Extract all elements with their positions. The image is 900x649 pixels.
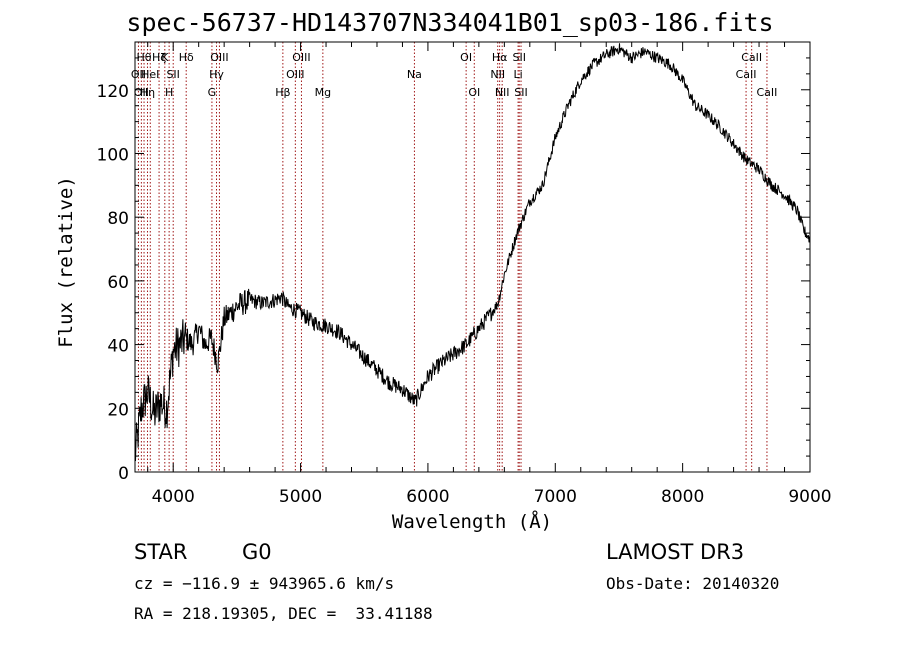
line-label-hθ: Hθ bbox=[137, 51, 152, 64]
flux-line bbox=[134, 43, 811, 462]
line-label-oi: OI bbox=[460, 51, 472, 64]
line-label-sii: SII bbox=[512, 51, 525, 64]
line-label-sii: SII bbox=[514, 86, 527, 99]
line-label-hη: Hη bbox=[140, 86, 155, 99]
y-tick-label: 120 bbox=[97, 82, 129, 102]
x-tick-label: 9000 bbox=[788, 487, 831, 507]
redshift-text: cz = −116.9 ± 943965.6 km/s bbox=[134, 574, 395, 593]
spectral-line-markers bbox=[137, 42, 768, 472]
line-label-g: G bbox=[208, 86, 217, 99]
page-title: spec-56737-HD143707N334041B01_sp03-186.f… bbox=[126, 8, 774, 37]
line-label-hei: HeI bbox=[141, 68, 159, 81]
line-label-hζ: Hζ bbox=[152, 51, 166, 64]
spectral-line-labels: OIIOIIHθHηHeIHζKHSIIHδGHγOIIIHβOIIIOIIIM… bbox=[131, 51, 778, 99]
line-label-na: Na bbox=[407, 68, 422, 81]
object-class: STAR bbox=[134, 540, 188, 564]
flux-series bbox=[134, 43, 811, 462]
line-label-hδ: Hδ bbox=[179, 51, 194, 64]
line-label-oi: OI bbox=[468, 86, 480, 99]
obs-date: Obs-Date: 20140320 bbox=[606, 574, 780, 593]
y-tick-label: 20 bbox=[107, 400, 129, 420]
y-axis-label: Flux (relative) bbox=[55, 176, 77, 348]
x-tick-label: 5000 bbox=[279, 487, 322, 507]
survey-name: LAMOST DR3 bbox=[606, 540, 745, 564]
line-label-oiii: OIII bbox=[286, 68, 304, 81]
y-tick-label: 40 bbox=[107, 337, 129, 357]
line-label-nii: NII bbox=[495, 86, 510, 99]
y-tick-label: 0 bbox=[118, 464, 129, 484]
x-tick-label: 7000 bbox=[534, 487, 577, 507]
x-tick-label: 8000 bbox=[661, 487, 704, 507]
line-label-h: H bbox=[165, 86, 173, 99]
coordinates-text: RA = 218.19305, DEC = 33.41188 bbox=[134, 604, 433, 623]
line-label-oii: OII bbox=[134, 86, 149, 99]
y-tick-label: 80 bbox=[107, 209, 129, 229]
plot-frame bbox=[134, 41, 811, 473]
x-tick-label: 6000 bbox=[406, 487, 449, 507]
line-label-sii: SII bbox=[166, 68, 179, 81]
spectral-subclass: G0 bbox=[242, 540, 272, 564]
x-tick-label: 4000 bbox=[152, 487, 195, 507]
x-axis-label: Wavelength (Å) bbox=[391, 511, 553, 533]
line-label-oiii: OIII bbox=[292, 51, 310, 64]
y-tick-label: 60 bbox=[107, 273, 129, 293]
line-label-k: K bbox=[161, 51, 169, 64]
line-label-nii: NII bbox=[490, 68, 505, 81]
line-label-caii: CaII bbox=[756, 86, 777, 99]
line-label-hγ: Hγ bbox=[209, 68, 224, 81]
line-label-li: Li bbox=[514, 68, 523, 81]
line-label-caii: CaII bbox=[741, 51, 762, 64]
line-label-caii: CaII bbox=[736, 68, 757, 81]
y-tick-label: 100 bbox=[97, 145, 129, 165]
line-label-hα: Hα bbox=[492, 51, 508, 64]
line-label-mg: Mg bbox=[315, 86, 331, 99]
line-label-hβ: Hβ bbox=[275, 86, 290, 99]
line-label-oiii: OIII bbox=[210, 51, 228, 64]
axis-ticks: 4000 5000 6000 7000 8000 9000 0 20 40 60 80 100 120 bbox=[97, 42, 832, 507]
